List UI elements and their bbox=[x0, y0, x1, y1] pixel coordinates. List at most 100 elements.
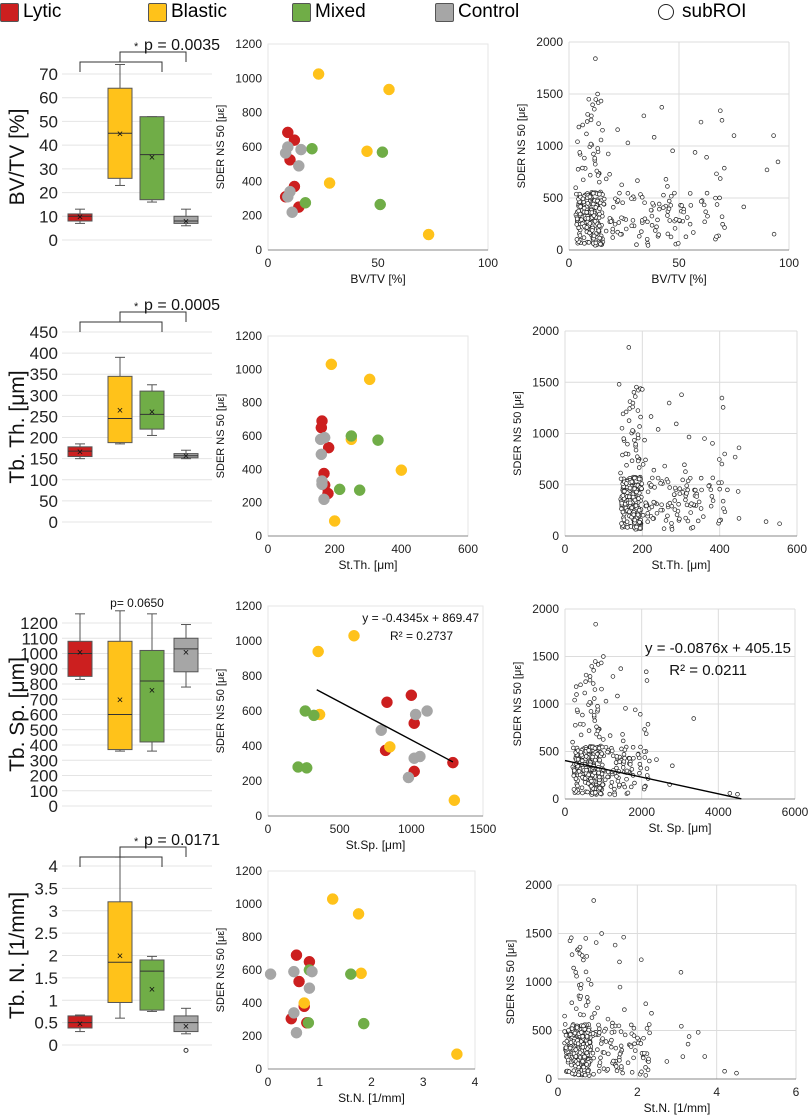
subroi-point bbox=[617, 959, 622, 965]
box-control: × bbox=[173, 624, 199, 688]
x-tick-label: 0 bbox=[562, 542, 569, 556]
subroi-point bbox=[597, 223, 602, 229]
subroi-point bbox=[631, 389, 637, 395]
subroi-point bbox=[578, 749, 584, 755]
legend-label-blastic: Blastic bbox=[171, 1, 227, 22]
data-point-blastic bbox=[312, 645, 324, 658]
subroi-point bbox=[686, 434, 692, 440]
y-tick-label: 0 bbox=[255, 809, 262, 823]
data-point-mixed bbox=[357, 1017, 370, 1030]
box-mean-marker: × bbox=[117, 951, 123, 963]
subroi-point bbox=[593, 97, 599, 102]
subroi-point bbox=[574, 1006, 579, 1011]
subroi-point bbox=[621, 934, 626, 940]
subroi-point bbox=[633, 447, 639, 453]
subroi-point bbox=[617, 1051, 623, 1057]
subroi-point bbox=[635, 178, 640, 183]
y-axis-label: SDER NS 50 [με] bbox=[215, 105, 227, 190]
x-tick-label: 100 bbox=[779, 256, 799, 270]
subroi-point bbox=[637, 476, 642, 482]
y-tick-label: 0 bbox=[49, 231, 58, 250]
data-point-control bbox=[279, 147, 292, 159]
subroi-point bbox=[641, 113, 647, 119]
data-point-lytic bbox=[322, 441, 335, 454]
box-mean-marker: × bbox=[149, 406, 155, 418]
y-tick-label: 0 bbox=[552, 529, 559, 543]
box-mixed: × bbox=[139, 613, 165, 752]
subroi-point bbox=[603, 777, 608, 783]
subroi-point bbox=[574, 973, 579, 979]
subroi-point bbox=[618, 666, 623, 671]
box-tbsp-panel: 0100200300400500600700800900100011001200… bbox=[6, 596, 212, 816]
y-tick-label: 1000 bbox=[532, 427, 559, 441]
subroi-point bbox=[665, 479, 671, 485]
y-tick-label: 0 bbox=[255, 529, 262, 543]
y-tick-label: 1200 bbox=[235, 329, 262, 343]
subroi-point bbox=[645, 219, 650, 225]
subroi-point bbox=[589, 113, 594, 119]
subroi-point bbox=[625, 1060, 631, 1066]
subroi-point bbox=[622, 747, 628, 753]
box-control: × bbox=[173, 208, 199, 228]
subroi-point bbox=[617, 190, 622, 196]
subroi-point bbox=[763, 519, 769, 524]
data-point-control bbox=[375, 724, 387, 736]
box-mixed: × bbox=[139, 955, 165, 1012]
subroi-point bbox=[717, 195, 722, 201]
y-tick-label: 100 bbox=[30, 782, 58, 801]
subroi-point bbox=[645, 511, 650, 516]
subroi-point bbox=[676, 241, 681, 246]
subroi-point bbox=[650, 475, 655, 481]
data-point-control bbox=[315, 448, 328, 461]
subroi-point bbox=[647, 1030, 652, 1036]
subroi-point bbox=[612, 786, 617, 792]
box-mean-marker: × bbox=[117, 405, 123, 417]
subroi-point bbox=[598, 1055, 603, 1061]
subroi-point bbox=[685, 518, 691, 524]
subroi-point bbox=[649, 482, 654, 488]
subroi-point bbox=[603, 1039, 609, 1044]
data-point-blastic bbox=[352, 908, 365, 920]
bracket-line bbox=[119, 846, 187, 857]
subroi-point bbox=[617, 759, 622, 764]
subroi-point bbox=[693, 487, 698, 493]
y-tick-label: 1500 bbox=[532, 375, 559, 389]
subroi-point bbox=[643, 1001, 649, 1007]
subroi-point bbox=[683, 515, 688, 521]
y-tick-label: 1000 bbox=[235, 634, 262, 648]
subroi-point bbox=[725, 487, 730, 493]
y-tick-label: 2.5 bbox=[34, 924, 58, 943]
legend-label-control: Control bbox=[458, 1, 520, 22]
y-tick-label: 800 bbox=[242, 930, 262, 944]
subroi-point bbox=[648, 414, 654, 419]
subroi-point bbox=[687, 191, 693, 196]
subroi-point bbox=[638, 414, 643, 420]
subroi-point bbox=[637, 525, 643, 531]
subroi-point bbox=[699, 487, 704, 493]
subroi-point bbox=[596, 1022, 601, 1028]
subroi-point bbox=[701, 202, 707, 208]
x-tick-label: 1000 bbox=[398, 822, 425, 836]
subroi-point bbox=[611, 205, 616, 210]
subroi-point bbox=[620, 738, 626, 744]
box-mixed: × bbox=[139, 384, 165, 436]
subroi-point bbox=[625, 441, 630, 447]
subroi-point bbox=[616, 220, 622, 225]
box-iqr bbox=[107, 375, 133, 444]
data-point-control bbox=[409, 708, 422, 721]
x-tick-label: 0 bbox=[265, 1075, 272, 1089]
subroi-point bbox=[572, 768, 577, 773]
y-tick-label: 200 bbox=[30, 767, 58, 786]
subroi-point bbox=[688, 510, 693, 515]
subroi-point bbox=[650, 516, 656, 521]
subroi-point bbox=[566, 1028, 571, 1033]
subroi-point bbox=[569, 935, 574, 941]
box-iqr bbox=[67, 640, 93, 677]
y-tick-label: 50 bbox=[39, 112, 58, 131]
subroi-point bbox=[609, 1044, 614, 1050]
subroi-point bbox=[617, 984, 623, 990]
subroi-point bbox=[578, 732, 584, 738]
subroi-point bbox=[623, 409, 629, 415]
